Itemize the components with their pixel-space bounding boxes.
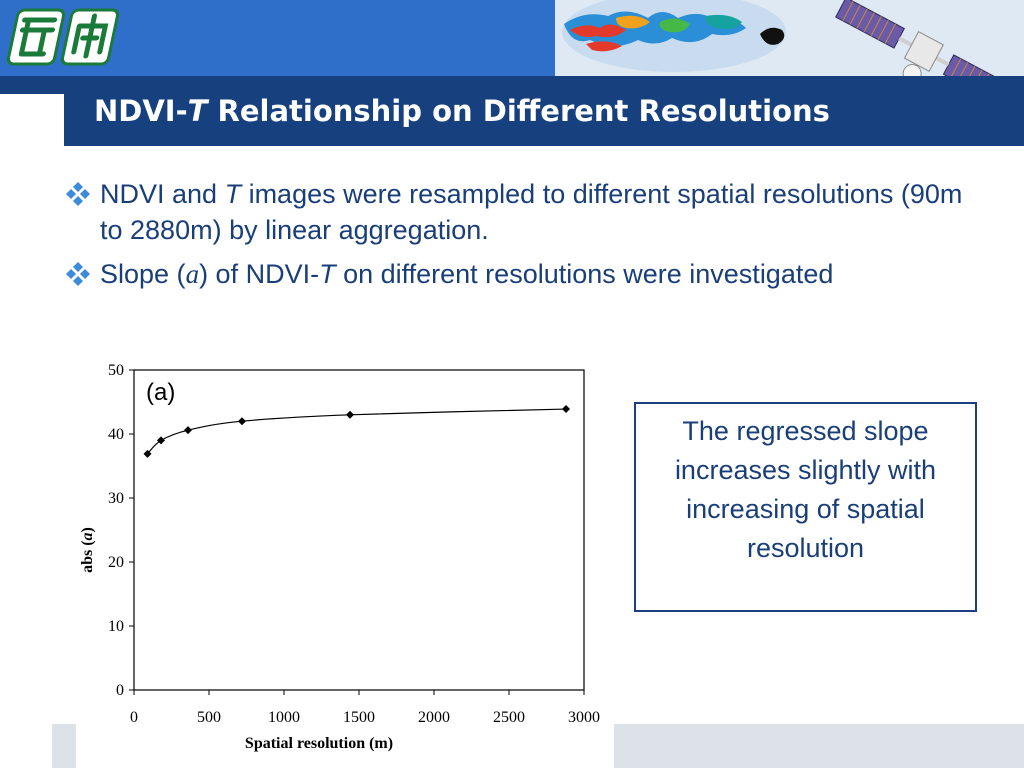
data-point [238,417,246,426]
y-tick-label: 20 [108,554,124,571]
data-point [184,426,192,435]
x-tick-label: 0 [130,709,138,726]
chart-panel: 0 500 1000 1500 2000 2500 3000 0 10 20 30 40 50 Spati… [76,355,614,768]
y-tick-label: 0 [116,682,124,699]
x-tick-label: 500 [197,709,221,726]
diamond-bullet-icon [66,182,90,206]
series-line [147,408,567,455]
x-tick-label: 1000 [268,709,300,726]
x-tick-label: 2000 [418,709,450,726]
callout-text: The regressed slope increases slightly w… [674,416,937,563]
bullet-item: Slope (a) of NDVI-T on different resolut… [64,256,964,292]
data-point [562,405,570,414]
x-tick-label: 1500 [343,709,375,726]
title-bar [64,76,1024,146]
bullet-list: NDVI and T images were resampled to diff… [64,176,964,300]
data-point [346,410,354,419]
slide-title: NDVI-T Relationship on Different Resolut… [94,94,830,128]
callout-box: The regressed slope increases slightly w… [634,402,977,612]
x-axis-label: Spatial resolution (m) [245,735,393,752]
x-tick-label: 3000 [568,709,600,726]
ndvi-map-icon [556,0,796,76]
plot-frame [133,369,585,691]
school-logo-icon [6,8,120,66]
y-tick-label: 30 [108,490,124,507]
data-point [143,449,152,458]
bullet-item: NDVI and T images were resampled to diff… [64,176,964,248]
slope-resolution-chart: 0 500 1000 1500 2000 2500 3000 0 10 20 30 40 50 Spati… [79,362,600,752]
y-axis-label: abs (a) [79,527,96,573]
x-tick-label: 2500 [493,709,525,726]
title-bar-strip [0,76,64,94]
y-tick-label: 10 [108,618,124,635]
data-point [157,436,165,445]
diamond-bullet-icon [66,262,90,286]
y-tick-label: 40 [108,426,124,443]
panel-label: (a) [146,379,175,406]
y-tick-label: 50 [108,362,124,379]
